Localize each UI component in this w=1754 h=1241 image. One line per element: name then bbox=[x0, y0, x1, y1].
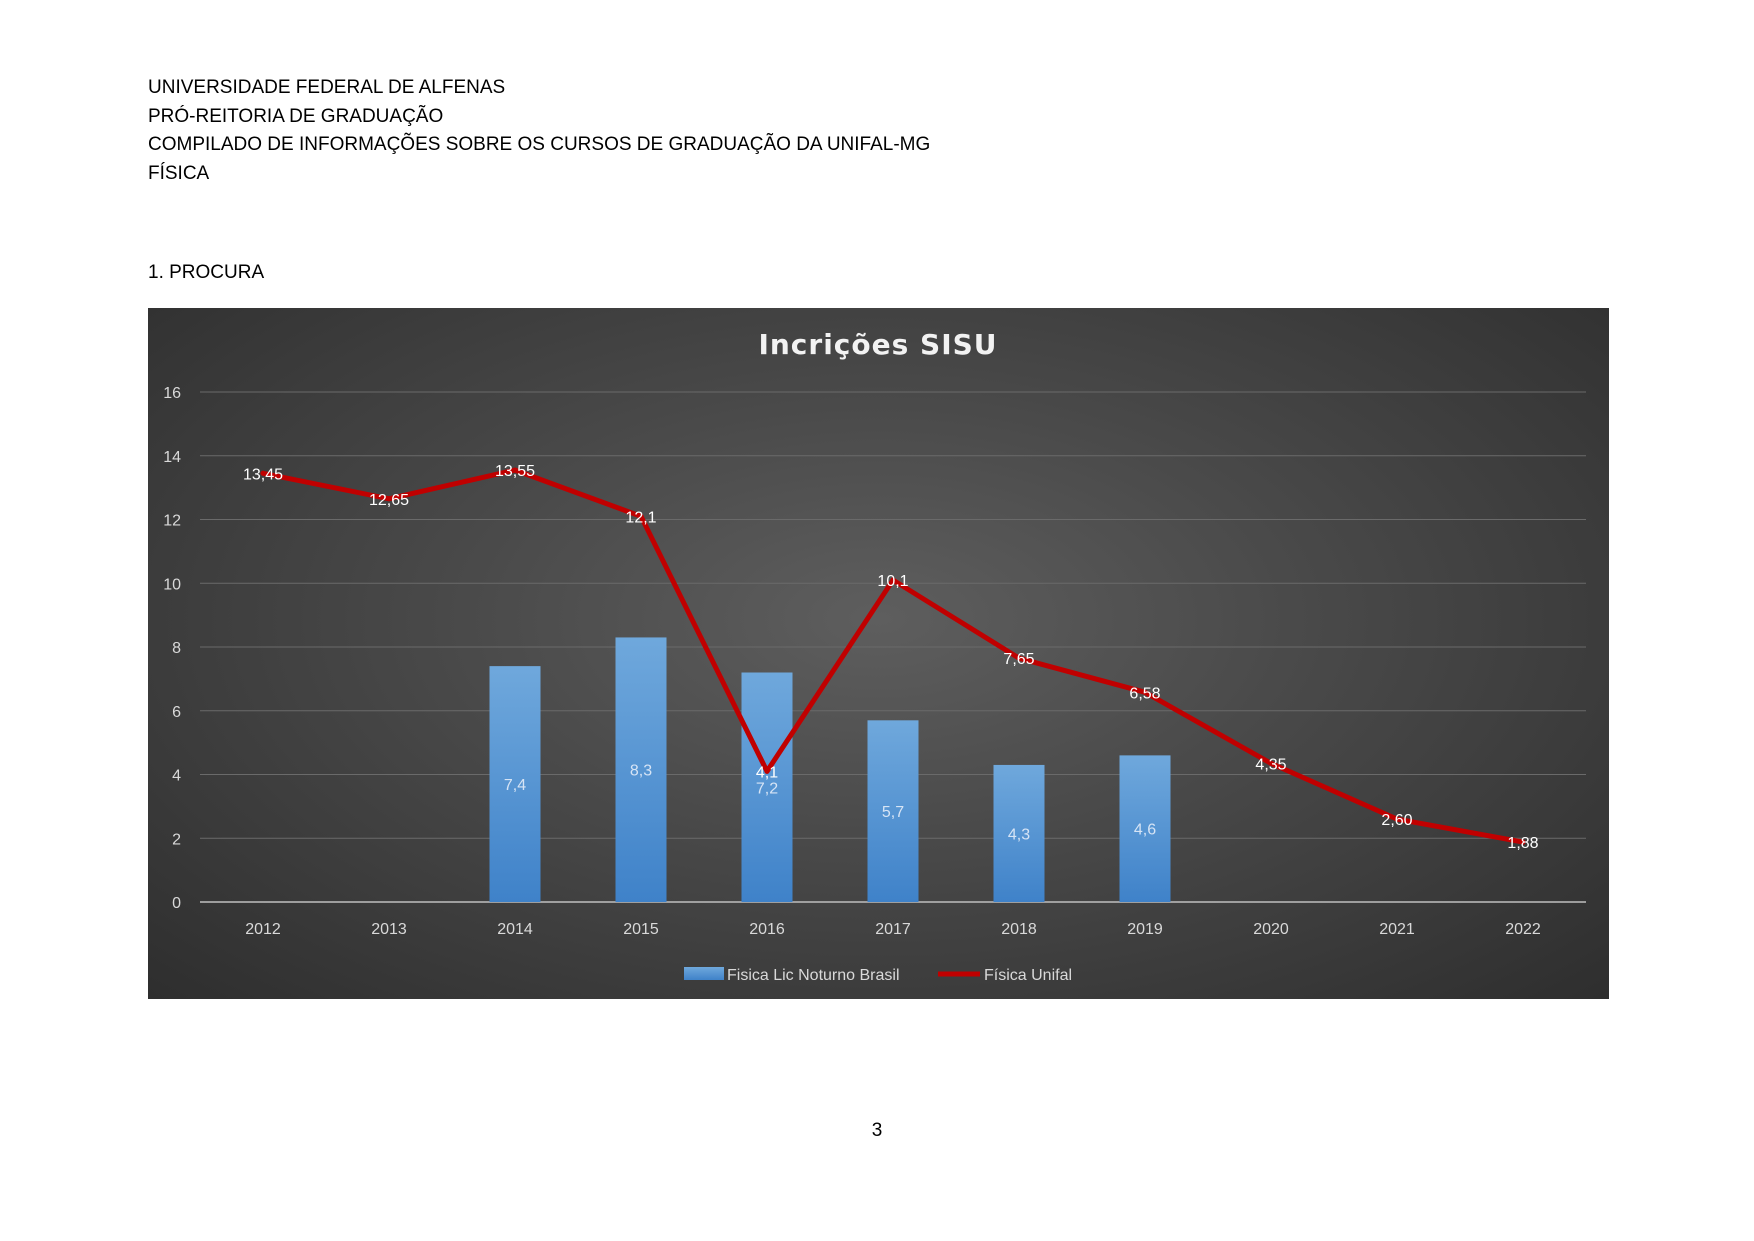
line-data-label: 13,55 bbox=[495, 463, 535, 480]
y-tick-label: 14 bbox=[163, 449, 181, 466]
bar bbox=[993, 764, 1045, 902]
line-data-label: 10,1 bbox=[877, 573, 908, 590]
line-data-label: 1,88 bbox=[1507, 835, 1538, 852]
bar-data-label: 4,3 bbox=[1008, 826, 1030, 843]
x-tick-label: 2022 bbox=[1505, 921, 1541, 938]
section-title: 1. PROCURA bbox=[148, 262, 265, 283]
y-tick-label: 2 bbox=[172, 831, 181, 848]
x-tick-label: 2016 bbox=[749, 921, 785, 938]
bar-data-label: 5,7 bbox=[882, 804, 904, 821]
x-tick-label: 2017 bbox=[875, 921, 911, 938]
line-data-label: 13,45 bbox=[243, 466, 283, 483]
bar bbox=[741, 672, 793, 902]
line-data-label: 12,65 bbox=[369, 492, 409, 509]
y-tick-label: 6 bbox=[172, 704, 181, 721]
bar bbox=[867, 720, 919, 902]
line-point bbox=[1394, 816, 1400, 822]
line-data-label: 6,58 bbox=[1129, 685, 1160, 702]
line-data-label: 4,1 bbox=[756, 764, 778, 781]
header-course: FÍSICA bbox=[148, 162, 210, 184]
bar-data-label: 8,3 bbox=[630, 763, 652, 780]
document-header: UNIVERSIDADE FEDERAL DE ALFENAS PRÓ-REIT… bbox=[148, 74, 930, 188]
x-tick-label: 2015 bbox=[623, 921, 659, 938]
page-number: 3 bbox=[871, 1120, 883, 1141]
line-point bbox=[386, 496, 392, 502]
x-tick-label: 2012 bbox=[245, 921, 281, 938]
bar bbox=[1119, 755, 1171, 902]
x-tick-label: 2013 bbox=[371, 921, 407, 938]
y-tick-label: 8 bbox=[172, 640, 181, 657]
x-tick-label: 2014 bbox=[497, 921, 533, 938]
chart-svg: Incrições SISU 0 2 4 6 8 10 12 14 16 2012 2013 2014 2… bbox=[163, 328, 1586, 984]
y-tick-label: 4 bbox=[172, 768, 181, 785]
y-tick-label: 16 bbox=[163, 385, 181, 402]
x-tick-label: 2019 bbox=[1127, 921, 1163, 938]
bar-data-label: 7,2 bbox=[756, 780, 778, 797]
line-point bbox=[638, 513, 644, 519]
line-point bbox=[764, 768, 770, 774]
y-tick-label: 0 bbox=[172, 895, 181, 912]
chart-title: Incrições SISU bbox=[758, 328, 997, 361]
bar bbox=[489, 666, 541, 902]
line-data-label: 12,1 bbox=[625, 509, 656, 526]
line-point bbox=[890, 577, 896, 583]
x-tick-label: 2020 bbox=[1253, 921, 1289, 938]
bar bbox=[615, 637, 667, 902]
y-tick-label: 12 bbox=[163, 513, 181, 530]
legend-label-line: Física Unifal bbox=[984, 967, 1072, 984]
line-point bbox=[1268, 760, 1274, 766]
legend-label-bar: Fisica Lic Noturno Brasil bbox=[727, 967, 900, 984]
line-data-label: 4,35 bbox=[1255, 756, 1286, 773]
legend-swatch-bar bbox=[684, 967, 724, 980]
header-department: PRÓ-REITORIA DE GRADUAÇÃO bbox=[148, 105, 444, 127]
line-point bbox=[512, 467, 518, 473]
line-data-label: 2,60 bbox=[1381, 812, 1412, 829]
line-point bbox=[1142, 689, 1148, 695]
x-tick-label: 2018 bbox=[1001, 921, 1037, 938]
header-compilation: COMPILADO DE INFORMAÇÕES SOBRE OS CURSOS… bbox=[148, 134, 931, 155]
y-tick-label: 10 bbox=[163, 576, 181, 593]
line-point bbox=[260, 470, 266, 476]
line-point bbox=[1016, 655, 1022, 661]
bar-data-label: 7,4 bbox=[504, 777, 526, 794]
x-tick-label: 2021 bbox=[1379, 921, 1415, 938]
line-point bbox=[1520, 839, 1526, 845]
header-university: UNIVERSIDADE FEDERAL DE ALFENAS bbox=[148, 77, 506, 98]
bar-data-label: 4,6 bbox=[1134, 822, 1156, 839]
line-data-label: 7,65 bbox=[1003, 651, 1034, 668]
chart-container: Incrições SISU 0 2 4 6 8 10 12 14 16 2012 2013 2014 2… bbox=[148, 308, 1609, 999]
